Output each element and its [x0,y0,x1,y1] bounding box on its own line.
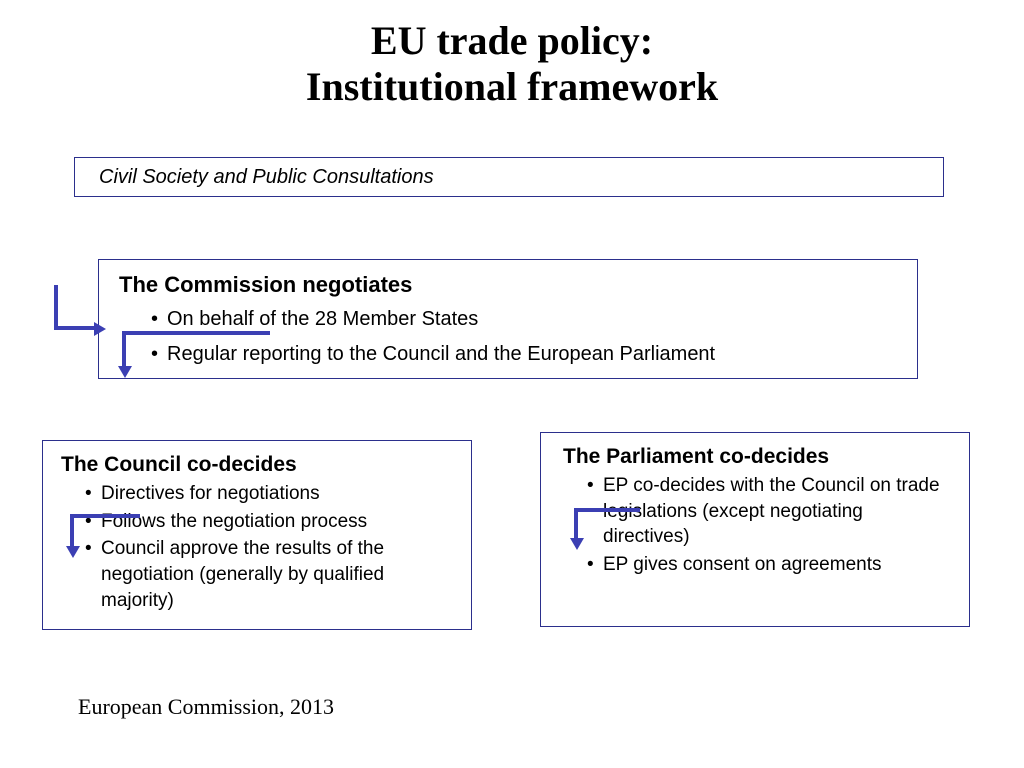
list-item: Directives for negotiations [83,481,453,507]
box-council-bullets: Directives for negotiationsFollows the n… [83,481,453,613]
box-commission-bullets: On behalf of the 28 Member States Regular… [149,306,897,368]
list-item: On behalf of the 28 Member States [149,306,897,333]
box-council: The Council co-decides Directives for ne… [42,440,472,630]
list-item: Regular reporting to the Council and the… [149,341,897,368]
source-citation: European Commission, 2013 [78,694,334,720]
box-council-heading: The Council co-decides [61,453,453,477]
list-item: Council approve the results of the negot… [83,536,453,613]
title-line-2: Institutional framework [0,64,1024,110]
box-parliament-heading: The Parliament co-decides [563,445,947,469]
title-line-1: EU trade policy: [0,18,1024,64]
box-parliament-bullets: EP co-decides with the Council on trade … [585,473,947,578]
box-parliament: The Parliament co-decides EP co-decides … [540,432,970,627]
list-item: EP gives consent on agreements [585,552,947,578]
box-commission: The Commission negotiates On behalf of t… [98,259,918,379]
list-item: Follows the negotiation process [83,509,453,535]
slide-title: EU trade policy: Institutional framework [0,0,1024,110]
box-civil-society-label: Civil Society and Public Consultations [99,166,919,189]
box-civil-society: Civil Society and Public Consultations [74,157,944,197]
box-commission-heading: The Commission negotiates [119,272,897,298]
